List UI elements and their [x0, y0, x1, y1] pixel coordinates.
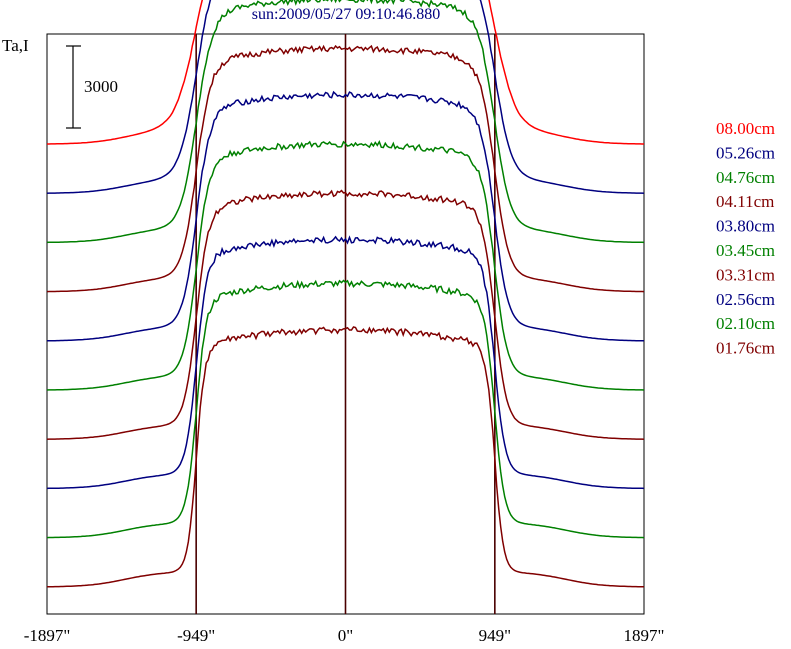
legend-entry: 04.11cm — [716, 192, 774, 211]
x-tick-label: -949" — [177, 626, 215, 645]
y-axis-label: Ta,I — [2, 36, 29, 55]
series-line-02.10cm — [46, 279, 645, 539]
legend-entry: 02.10cm — [716, 314, 775, 333]
series-line-03.31cm — [46, 189, 645, 440]
legend-entry: 01.76cm — [716, 339, 775, 358]
legend-entry: 03.45cm — [716, 241, 775, 260]
x-tick-label: -1897" — [24, 626, 71, 645]
scale-bar: 3000 — [66, 45, 118, 129]
series-line-05.26cm — [46, 0, 645, 194]
chart-title: sun:2009/05/27 09:10:46.880 — [252, 6, 440, 23]
series-line-04.76cm — [46, 0, 645, 244]
series-line-02.56cm — [46, 235, 645, 490]
vertical-markers — [195, 34, 496, 614]
series-line-08.00cm — [47, 0, 644, 145]
legend-entry: 08.00cm — [716, 119, 775, 138]
x-tick-label: 1897" — [624, 626, 665, 645]
series-traces — [46, 0, 645, 588]
x-tick-label: 949" — [479, 626, 511, 645]
series-line-04.11cm — [46, 44, 645, 293]
legend-entry: 03.80cm — [716, 217, 775, 236]
legend: 08.00cm 05.26cm 04.76cm 04.11cm 03.80cm 03.45… — [716, 119, 775, 358]
legend-entry: 03.31cm — [716, 265, 775, 284]
x-tick-labels: -1897" -949" 0" 949" 1897" — [24, 626, 665, 645]
legend-entry: 04.76cm — [716, 168, 775, 187]
series-line-03.80cm — [46, 90, 645, 342]
series-line-03.45cm — [46, 140, 645, 391]
legend-entry: 02.56cm — [716, 290, 775, 309]
legend-entry: 05.26cm — [716, 143, 775, 162]
x-tick-label: 0" — [338, 626, 353, 645]
scale-bar-label: 3000 — [84, 77, 118, 96]
series-line-01.76cm — [46, 326, 645, 588]
